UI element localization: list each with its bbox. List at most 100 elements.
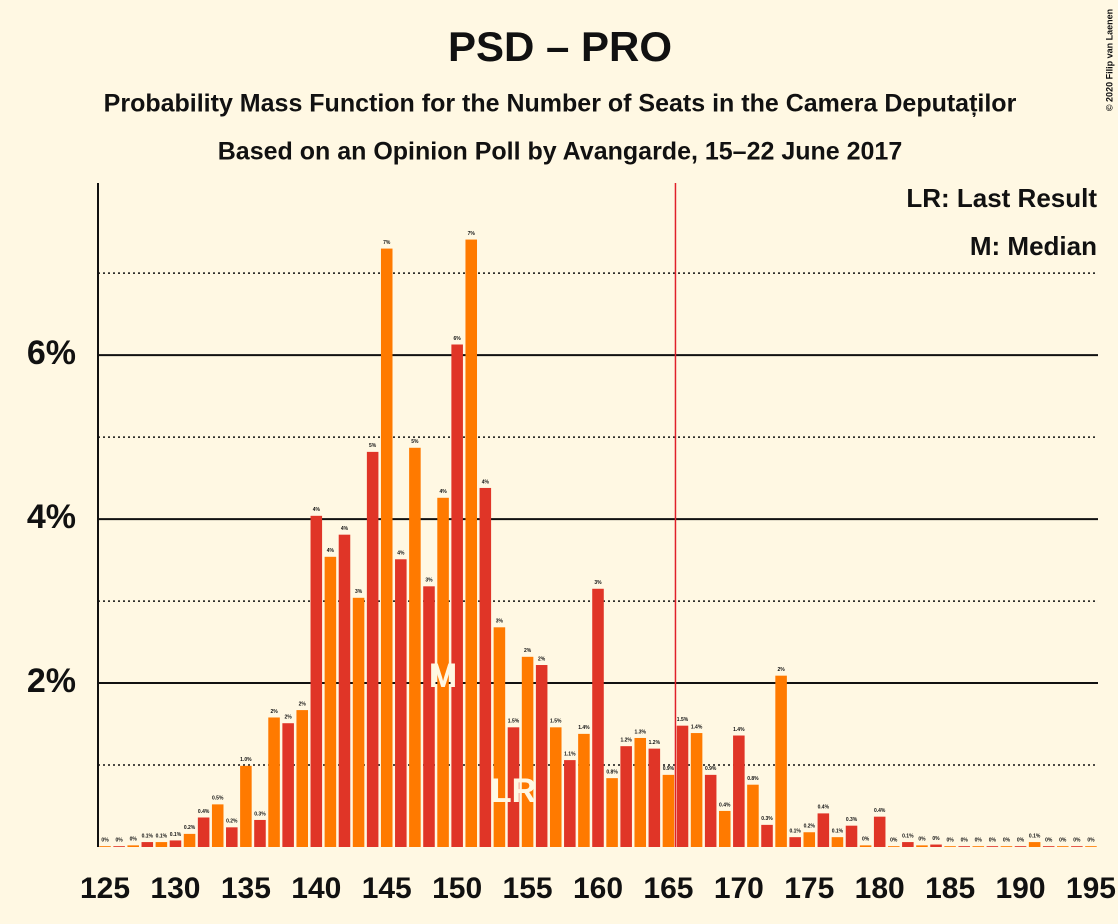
data-label: 1.1% [564,751,576,757]
bar [958,846,970,847]
data-label: 2% [777,667,785,673]
bar [1028,842,1041,847]
bar [859,845,872,847]
bar [1085,846,1097,847]
chart-subtitle: Probability Mass Function for the Number… [104,90,1017,118]
data-label: 3% [355,589,363,595]
data-label: 4% [313,507,321,513]
data-label: 4% [397,551,405,557]
bar [986,846,999,847]
data-label: 1.4% [733,727,745,733]
data-label: 0.4% [719,802,731,808]
data-label: 0.4% [198,809,210,815]
x-tick-label: 125 [80,872,130,905]
data-label: 0% [101,838,109,844]
data-label: 0.8% [606,769,618,775]
data-label: 7% [383,240,391,246]
bar [127,845,139,847]
chart-title: PSD – PRO [448,23,672,70]
data-label: 5% [411,439,419,445]
data-label: 0% [1045,838,1053,844]
data-label: 2% [538,656,546,662]
data-label: 0% [975,838,983,844]
data-label: 4% [341,526,349,532]
bar [338,534,351,847]
data-label: 0% [946,838,954,844]
data-label: 1.5% [550,719,562,725]
data-label: 0% [961,838,969,844]
y-tick-label: 6% [27,334,76,372]
data-label: 0% [116,838,124,844]
data-label: 4% [439,489,447,495]
bar [409,447,421,847]
x-tick-label: 160 [573,872,623,905]
data-label: 0.9% [705,766,717,772]
bar [902,842,914,847]
x-tick-label: 170 [714,872,764,905]
bar [1071,846,1083,847]
data-label: 0.3% [761,816,773,822]
bar [620,746,632,847]
x-tick-label: 165 [643,872,693,905]
bar [775,675,787,847]
bar [183,833,196,847]
bar [493,627,506,847]
data-label: 0.9% [663,766,675,772]
bar [888,846,900,847]
y-tick-label: 4% [27,498,76,536]
bar [564,760,576,847]
x-tick-label: 195 [1066,872,1116,905]
annotation: M [429,657,457,695]
chart-subtitle: Based on an Opinion Poll by Avangarde, 1… [218,138,903,166]
data-label: 1.0% [240,757,252,763]
bar [240,765,252,847]
x-tick-label: 140 [291,872,341,905]
x-tick-label: 155 [503,872,553,905]
bar [465,239,478,847]
data-label: 0% [989,838,997,844]
data-label: 0.1% [170,832,182,838]
bar [704,774,717,847]
x-tick-label: 135 [221,872,271,905]
data-label: 0% [1003,838,1011,844]
data-label: 7% [468,231,476,237]
bar [690,733,703,847]
legend-entry: M: Median [970,231,1097,261]
x-tick-label: 150 [432,872,482,905]
bar [99,846,111,847]
bar [578,733,590,847]
bar [747,784,759,847]
bar [197,817,210,847]
bar [113,846,125,847]
data-label: 0.2% [184,825,196,831]
bar [944,846,956,847]
annotation: LR [491,772,536,810]
bar [395,559,407,847]
data-label: 0% [130,837,138,843]
x-tick-label: 180 [855,872,905,905]
bar [761,824,773,847]
bar [592,588,604,847]
data-label: 3% [594,580,602,586]
bar [845,825,858,847]
data-label: 1.4% [578,725,590,731]
copyright: © 2020 Filip van Laenen [1104,9,1114,111]
data-label: 0.1% [832,828,844,834]
data-label: 0% [890,838,898,844]
bar [535,665,548,847]
legend-entry: LR: Last Result [906,183,1097,213]
data-label: 0.5% [212,796,224,802]
data-label: 0.1% [142,833,154,839]
bar [437,497,449,847]
bar [916,845,928,847]
bar [169,840,182,847]
bar [141,842,154,847]
data-label: 0.4% [874,808,886,814]
data-label: 0.3% [254,811,266,817]
bar [817,813,830,847]
data-label: 2% [270,709,278,715]
bar [831,837,844,847]
data-label: 3% [496,619,504,625]
bar [718,810,731,847]
